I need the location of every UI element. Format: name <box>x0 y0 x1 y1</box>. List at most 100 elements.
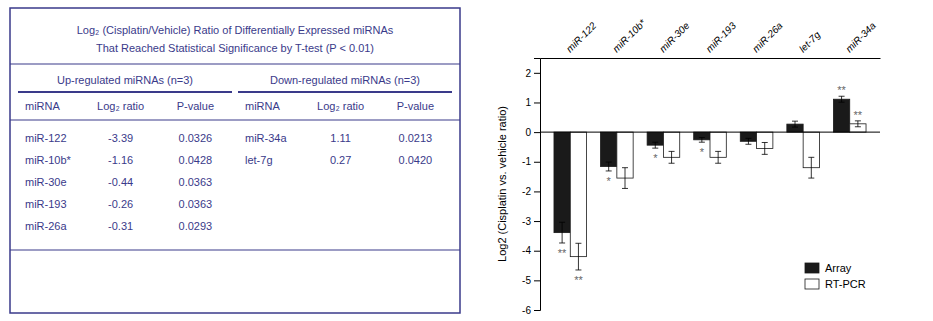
y-tick: -2 <box>522 186 540 197</box>
x-tick: miR-34a <box>843 20 878 55</box>
error-bar <box>762 142 768 154</box>
table-cell: 1.11 <box>330 132 351 144</box>
y-axis: -6 -5 -4 -3 -2 -1 0 1 2 <box>522 59 540 316</box>
table-group-header: Up-regulated miRNAs (n=3) <box>57 74 193 86</box>
error-bar <box>575 243 581 270</box>
table-cell: miR-10b* <box>25 154 72 166</box>
category-label: let-7g <box>797 29 823 55</box>
y-tick-label: -3 <box>522 216 531 227</box>
y-tick-label: -4 <box>522 245 531 256</box>
y-tick-label: 0 <box>525 127 531 138</box>
table-cell: miR-122 <box>25 132 67 144</box>
significance-label: ** <box>574 274 583 286</box>
significance-label: ** <box>558 247 567 259</box>
error-bar <box>622 168 628 189</box>
table-column-header: miRNA <box>25 100 60 112</box>
table-column-header: Log₂ ratio <box>97 100 144 112</box>
figure: Log₂ (Cisplatin/Vehicle) Ratio of Differ… <box>0 0 933 321</box>
y-tick: -5 <box>522 275 540 286</box>
error-bar <box>559 222 565 243</box>
significance-label: ** <box>854 109 863 121</box>
y-tick: -3 <box>522 216 540 227</box>
bar <box>833 99 849 132</box>
table-group-rule <box>238 91 452 93</box>
table-cell: -0.31 <box>108 220 133 232</box>
table-cell: miR-30e <box>25 176 67 188</box>
error-bar <box>652 142 658 148</box>
bar-chart: -6 -5 -4 -3 -2 -1 0 1 2 Log2 (Cisplatin vs. vehic… <box>496 16 881 315</box>
significance-label: * <box>607 175 612 187</box>
error-bar <box>839 96 845 102</box>
table-cell: 0.0293 <box>179 220 213 232</box>
table-cell: miR-34a <box>245 132 287 144</box>
x-tick: let-7g <box>797 29 823 55</box>
table-cell: 0.0363 <box>179 198 213 210</box>
legend-label: RT-PCR <box>825 278 866 290</box>
bar <box>601 132 617 166</box>
x-axis-line <box>541 58 881 59</box>
table-column-header: miRNA <box>245 100 280 112</box>
x-tick: miR-26a <box>750 20 785 55</box>
table-cell: 0.0213 <box>399 132 433 144</box>
table-cell: miR-193 <box>25 198 67 210</box>
table-cell: 0.0363 <box>179 176 213 188</box>
table-cell: 0.0326 <box>179 132 213 144</box>
y-tick: -1 <box>522 156 540 167</box>
plot-area <box>554 96 866 270</box>
x-tick: miR-30e <box>657 20 692 55</box>
legend-item: Array <box>805 262 852 274</box>
table-rule <box>10 119 460 120</box>
legend-label: Array <box>825 262 852 274</box>
y-tick: 2 <box>525 68 540 79</box>
series <box>570 121 866 270</box>
significance-label: ** <box>837 84 846 96</box>
error-bar <box>715 151 721 163</box>
y-tick-mark <box>534 191 540 192</box>
category-label: miR-34a <box>843 20 878 55</box>
y-tick-mark <box>534 162 540 163</box>
y-tick: 0 <box>525 127 540 138</box>
y-tick: 1 <box>525 97 540 108</box>
table-column-header: P-value <box>177 100 214 112</box>
y-axis-line <box>534 59 541 311</box>
y-tick: -6 <box>522 305 540 316</box>
table-cell: -1.16 <box>108 154 133 166</box>
table-cell: -0.26 <box>108 198 133 210</box>
x-axis: miR-122miR-10b*miR-30emiR-193miR-26alet-… <box>541 16 881 58</box>
y-tick: -4 <box>522 245 540 256</box>
error-bar <box>606 162 612 171</box>
legend-item: RT-PCR <box>805 278 866 290</box>
significance-label: * <box>700 146 705 158</box>
y-tick-mark <box>534 73 540 74</box>
series <box>554 96 850 243</box>
legend: Array RT-PCR <box>805 262 866 290</box>
error-bar <box>792 121 798 127</box>
table-cell: 0.27 <box>330 154 351 166</box>
y-tick-label: 2 <box>525 68 531 79</box>
error-bar <box>669 151 675 163</box>
table-column-header: Log₂ ratio <box>317 100 364 112</box>
bar <box>554 132 570 233</box>
table-cell: 0.0420 <box>399 154 433 166</box>
table-cell: -0.44 <box>108 176 133 188</box>
error-bar <box>808 157 814 178</box>
x-tick: miR-193 <box>704 20 739 55</box>
y-tick-label: -2 <box>522 186 531 197</box>
y-tick-mark <box>534 310 540 311</box>
legend-swatch <box>805 263 819 273</box>
bar <box>570 132 586 257</box>
y-axis-title: Log2 (Cisplatin vs. vehicle ratio) <box>496 106 508 262</box>
error-bar <box>699 137 705 142</box>
table-rule <box>10 63 460 64</box>
zero-line <box>540 132 880 133</box>
y-tick-mark <box>534 102 540 103</box>
x-tick: miR-122 <box>564 20 599 55</box>
table-cell: miR-26a <box>25 220 67 232</box>
category-label: miR-193 <box>704 20 739 55</box>
y-tick-label: -6 <box>522 305 531 316</box>
annotations: *********** <box>558 84 863 286</box>
table-border <box>10 8 460 313</box>
y-tick-mark <box>534 251 540 252</box>
table-subtitle: That Reached Statistical Significance by… <box>96 42 374 54</box>
y-tick-mark <box>534 132 540 133</box>
